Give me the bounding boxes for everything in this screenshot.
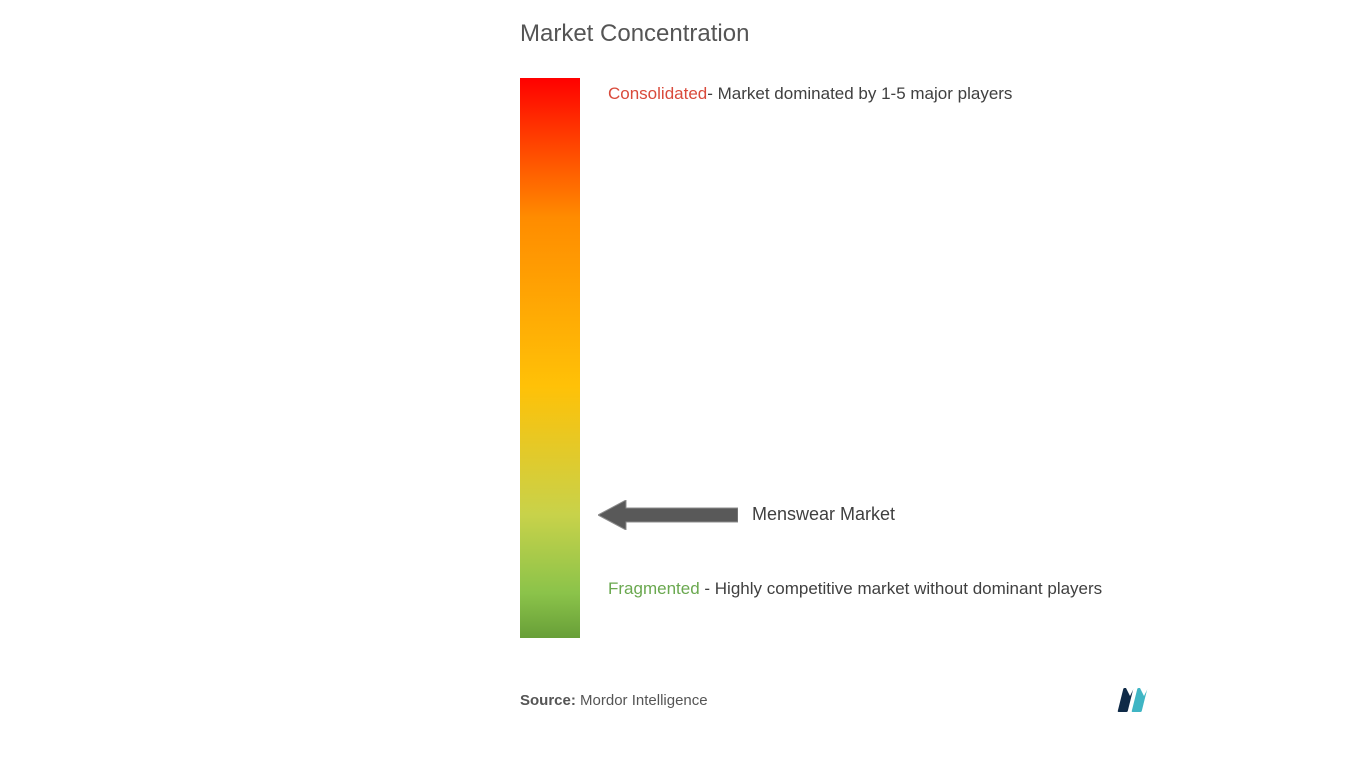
market-marker-label: Menswear Market [752,504,895,525]
market-marker: Menswear Market [598,500,895,530]
fragmented-description: - Highly competitive market without domi… [700,579,1103,598]
source-text: Source: Mordor Intelligence [520,692,708,709]
chart-title: Market Concentration [520,20,1200,48]
consolidated-keyword: Consolidated [608,84,707,103]
fragmented-label: Fragmented - Highly competitive market w… [608,571,1102,607]
source-label: Source: [520,692,576,709]
gradient-bar [520,78,580,638]
source-row: Source: Mordor Intelligence [520,686,1160,714]
source-value: Mordor Intelligence [580,692,708,709]
consolidated-description: - Market dominated by 1-5 major players [707,84,1012,103]
arrow-left-icon [598,500,738,530]
brand-logo-icon [1112,686,1160,714]
fragmented-keyword: Fragmented [608,579,700,598]
consolidated-label: Consolidated- Market dominated by 1-5 ma… [608,80,1012,109]
concentration-scale: Consolidated- Market dominated by 1-5 ma… [520,78,1200,638]
